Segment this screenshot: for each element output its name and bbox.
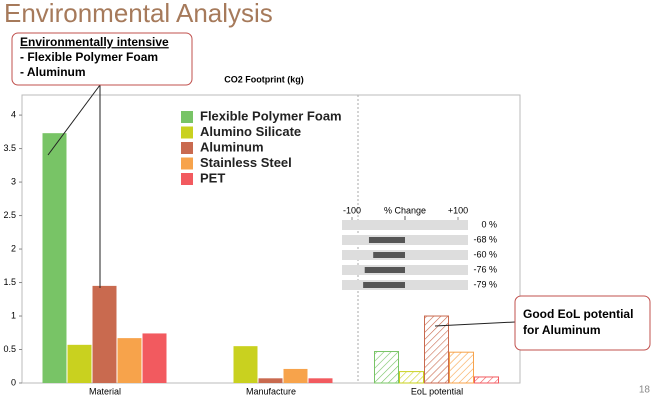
value-label: 0 % — [481, 219, 497, 229]
callout-box — [11, 32, 193, 86]
bar — [474, 376, 499, 384]
bar — [368, 237, 405, 243]
inset-title: % Change — [384, 205, 426, 215]
bar — [67, 344, 92, 383]
value-label: -76 % — [473, 264, 497, 274]
callout-item: - Aluminum — [20, 65, 86, 79]
bar — [258, 378, 283, 383]
bar — [374, 351, 399, 384]
legend-swatch — [181, 173, 193, 185]
callout-box — [514, 295, 651, 351]
x-tick-label: Manufacture — [246, 386, 296, 396]
y-tick-label: 1.5 — [3, 277, 16, 287]
bar — [42, 133, 67, 383]
callout-pointer — [47, 84, 101, 156]
bar — [283, 368, 308, 383]
bar — [363, 282, 405, 288]
slide-title: Environmental Analysis — [4, 0, 273, 28]
callout-text: Good EoL potential — [523, 307, 633, 321]
legend-label: Stainless Steel — [200, 155, 292, 170]
legend-swatch — [181, 111, 193, 123]
y-tick-label: 3 — [11, 176, 16, 186]
legend-label: PET — [200, 170, 225, 185]
y-tick-label: 1 — [11, 310, 16, 320]
y-tick-label: 0 — [11, 377, 16, 387]
y-tick-label: 4 — [11, 109, 16, 119]
x-tick-label: -100 — [343, 205, 361, 215]
legend-swatch — [181, 126, 193, 139]
bar — [373, 252, 405, 258]
main-chart: 0 0.5 1 1.5 2 2.5 3 3.5 4 Material Manufacture EoL … — [3, 108, 499, 396]
bar — [92, 285, 117, 383]
y-tick-label: 2 — [11, 243, 16, 253]
chart-title: CO2 Footprint (kg) — [224, 74, 304, 84]
y-tick-label: 0.5 — [3, 344, 16, 354]
bar — [233, 346, 258, 383]
row-background — [342, 220, 468, 230]
y-tick-label: 2.5 — [3, 210, 16, 220]
bar — [117, 338, 142, 383]
callout-heading: Environmentally intensive — [20, 35, 169, 49]
y-tick-label: 3.5 — [3, 143, 16, 153]
callout-pointer — [434, 321, 516, 327]
x-tick-label: +100 — [448, 205, 468, 215]
legend-swatch — [181, 142, 193, 154]
callout-item: - Flexible Polymer Foam — [20, 50, 158, 64]
legend-swatch — [181, 157, 193, 170]
x-tick-label: EoL potential — [411, 386, 463, 396]
value-label: -68 % — [473, 234, 497, 244]
change-chart: % Change -100 +100 0 % -68 % -60 % -76 % -79 % — [342, 205, 497, 290]
callout-text: for Aluminum — [523, 323, 601, 337]
bar — [449, 351, 474, 384]
value-label: -79 % — [473, 279, 497, 289]
bar — [142, 333, 167, 383]
page-number: 18 — [639, 385, 651, 396]
value-label: -60 % — [473, 249, 497, 259]
legend-label: Alumino Silicate — [200, 124, 301, 139]
legend-label: Aluminum — [200, 139, 264, 154]
bar — [399, 371, 424, 384]
bar — [424, 315, 449, 384]
bar — [364, 267, 405, 273]
legend-label: Flexible Polymer Foam — [200, 108, 342, 123]
x-tick-label: Material — [89, 386, 121, 396]
bar — [308, 378, 333, 383]
